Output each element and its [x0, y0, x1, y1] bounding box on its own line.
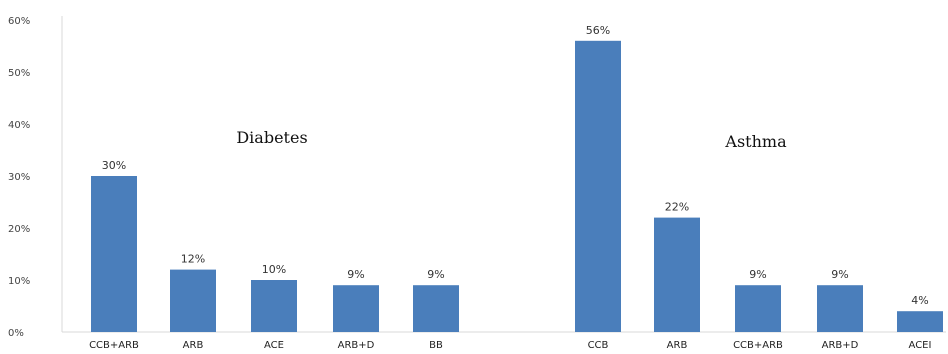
data-label: 9%: [749, 268, 766, 281]
group-label: Asthma: [724, 132, 787, 151]
x-tick-label: CCB+ARB: [733, 340, 783, 351]
x-tick-label: ARB: [183, 340, 204, 351]
bar: [735, 285, 781, 332]
y-tick-label: 30%: [8, 172, 30, 183]
x-tick-label: CCB+ARB: [89, 340, 139, 351]
x-tick-label: CCB: [588, 340, 609, 351]
y-tick-label: 60%: [8, 16, 30, 27]
bar: [654, 217, 700, 332]
x-tick-label: ARB: [667, 340, 688, 351]
x-tick-label: ACEI: [909, 340, 932, 351]
y-tick-label: 50%: [8, 68, 30, 79]
x-tick-label: ARB+D: [338, 340, 375, 351]
data-label: 4%: [911, 294, 928, 307]
y-tick-label: 10%: [8, 276, 30, 287]
y-tick-label: 40%: [8, 120, 30, 131]
x-tick-label: ACE: [264, 340, 284, 351]
data-label: 9%: [831, 268, 848, 281]
bar: [251, 280, 297, 332]
data-label: 9%: [427, 268, 444, 281]
data-label: 10%: [262, 263, 286, 276]
data-label: 22%: [665, 201, 689, 214]
labels: Diabetes 30% CCB+ARB 12% ARB 10% ACE 9% ARB+D 9% B…: [89, 24, 931, 351]
bar: [91, 176, 137, 332]
bar: [333, 285, 379, 332]
bar: [817, 285, 863, 332]
data-label: 30%: [102, 159, 126, 172]
bar: [575, 40, 621, 333]
group-label: Diabetes: [236, 128, 307, 147]
bar: [170, 269, 216, 332]
data-label: 12%: [181, 253, 205, 266]
bars: [91, 40, 943, 333]
y-tick-label: 0%: [8, 328, 24, 339]
bar: [413, 285, 459, 332]
y-axis-ticks: 0% 10% 20% 30% 40% 50% 60%: [8, 16, 30, 339]
x-tick-label: BB: [429, 340, 443, 351]
bar: [897, 311, 943, 332]
y-tick-label: 20%: [8, 224, 30, 235]
x-tick-label: ARB+D: [822, 340, 859, 351]
data-label: 56%: [586, 24, 610, 37]
data-label: 9%: [347, 268, 364, 281]
